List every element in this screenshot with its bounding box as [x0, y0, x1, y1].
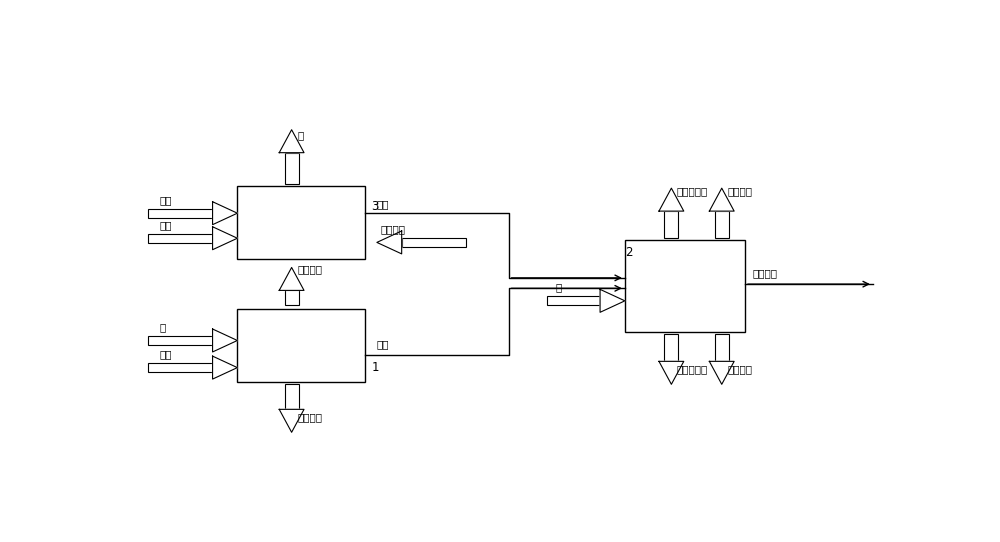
Text: 冷水上水: 冷水上水 [727, 186, 752, 197]
Text: 氢气: 氢气 [160, 195, 172, 205]
Polygon shape [213, 329, 237, 352]
Text: 冷水回水: 冷水回水 [727, 364, 752, 374]
Bar [285, 153, 299, 184]
Text: 电: 电 [297, 130, 303, 140]
Text: 冷水回水: 冷水回水 [297, 412, 322, 422]
Bar [664, 334, 678, 362]
Polygon shape [709, 188, 734, 211]
Polygon shape [709, 362, 734, 384]
Text: 热水回水: 热水回水 [753, 268, 778, 278]
Text: 热水: 热水 [377, 199, 389, 209]
Bar [148, 234, 213, 243]
Polygon shape [659, 188, 684, 211]
Text: 1: 1 [371, 361, 379, 374]
Text: 3: 3 [371, 201, 379, 214]
Bar [237, 186, 365, 259]
Bar [625, 240, 745, 332]
Text: 冷水上水: 冷水上水 [297, 264, 322, 274]
Text: 循环水回水: 循环水回水 [677, 186, 708, 197]
Bar [547, 296, 600, 306]
Text: 电: 电 [160, 322, 166, 332]
Text: 2: 2 [625, 247, 632, 259]
Polygon shape [213, 356, 237, 379]
Bar [715, 211, 729, 238]
Text: 空气: 空气 [160, 220, 172, 230]
Text: 电: 电 [555, 282, 561, 293]
Bar [715, 334, 729, 362]
Polygon shape [279, 409, 304, 433]
Bar [237, 309, 365, 382]
Text: 冷水: 冷水 [160, 349, 172, 359]
Polygon shape [600, 289, 625, 312]
Bar [402, 238, 466, 247]
Polygon shape [213, 227, 237, 250]
Bar [664, 211, 678, 238]
Text: 热水: 热水 [377, 339, 389, 349]
Polygon shape [377, 231, 402, 254]
Text: 循环水上水: 循环水上水 [677, 364, 708, 374]
Polygon shape [279, 267, 304, 291]
Bar [148, 209, 213, 218]
Bar [148, 336, 213, 345]
Bar [148, 363, 213, 372]
Polygon shape [659, 362, 684, 384]
Polygon shape [279, 130, 304, 153]
Bar [285, 384, 299, 409]
Polygon shape [213, 202, 237, 225]
Bar [285, 291, 299, 305]
Text: 热水回水: 热水回水 [381, 224, 406, 234]
